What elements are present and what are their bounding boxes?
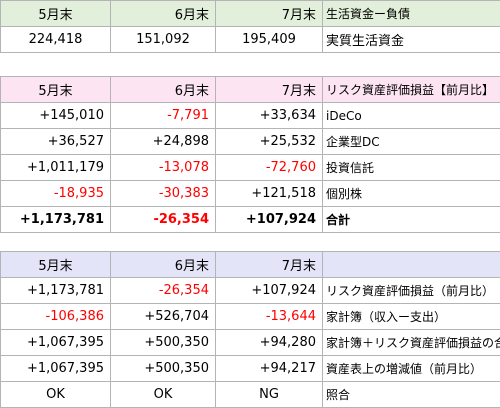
- row-label: 合計: [323, 207, 500, 233]
- value-cell: 224,418: [1, 27, 111, 53]
- header-cell: 6月末: [111, 1, 216, 27]
- header-cell: [323, 252, 500, 278]
- row-label: 企業型DC: [323, 129, 500, 155]
- value-cell: -13,078: [111, 155, 216, 181]
- value-cell: +1,067,395: [1, 356, 111, 382]
- value-cell: -7,791: [111, 103, 216, 129]
- value-cell: -18,935: [1, 181, 111, 207]
- value-cell: +145,010: [1, 103, 111, 129]
- value-cell: +1,173,781: [1, 278, 111, 304]
- value-cell: +1,067,395: [1, 330, 111, 356]
- row-label: 資産表上の増減値（前月比）: [323, 356, 500, 382]
- value-cell: +25,532: [216, 129, 323, 155]
- header-cell: 5月末: [1, 77, 111, 103]
- header-cell: 7月末: [216, 77, 323, 103]
- value-cell: +36,527: [1, 129, 111, 155]
- value-cell: -106,386: [1, 304, 111, 330]
- header-cell: 6月末: [111, 252, 216, 278]
- value-cell: +500,350: [111, 330, 216, 356]
- row-label: 照合: [323, 382, 500, 408]
- value-cell: +526,704: [111, 304, 216, 330]
- row-label: 家計簿（収入ー支出）: [323, 304, 500, 330]
- row-label: 投資信託: [323, 155, 500, 181]
- value-cell: +107,924: [216, 278, 323, 304]
- value-cell: -72,760: [216, 155, 323, 181]
- value-cell: -30,383: [111, 181, 216, 207]
- value-cell: 195,409: [216, 27, 323, 53]
- row-label: リスク資産評価損益（前月比）: [323, 278, 500, 304]
- value-cell: +24,898: [111, 129, 216, 155]
- value-cell: +1,173,781: [1, 207, 111, 233]
- value-cell: -26,354: [111, 278, 216, 304]
- value-cell: +94,217: [216, 356, 323, 382]
- header-cell: 5月末: [1, 1, 111, 27]
- header-cell: 7月末: [216, 1, 323, 27]
- header-cell: 5月末: [1, 252, 111, 278]
- value-cell: OK: [111, 382, 216, 408]
- value-cell: +1,011,179: [1, 155, 111, 181]
- row-label: 実質生活資金: [323, 27, 500, 53]
- value-cell: -13,644: [216, 304, 323, 330]
- value-cell: +121,518: [216, 181, 323, 207]
- header-cell: 生活資金ー負債: [323, 1, 500, 27]
- value-cell: -26,354: [111, 207, 216, 233]
- row-label: iDeCo: [323, 103, 500, 129]
- value-cell: +33,634: [216, 103, 323, 129]
- header-cell: 6月末: [111, 77, 216, 103]
- value-cell: +94,280: [216, 330, 323, 356]
- header-cell: リスク資産評価損益【前月比】: [323, 77, 500, 103]
- header-cell: 7月末: [216, 252, 323, 278]
- value-cell: 151,092: [111, 27, 216, 53]
- value-cell: NG: [216, 382, 323, 408]
- row-label: 個別株: [323, 181, 500, 207]
- value-cell: +107,924: [216, 207, 323, 233]
- value-cell: OK: [1, 382, 111, 408]
- value-cell: +500,350: [111, 356, 216, 382]
- row-label: 家計簿＋リスク資産評価損益の合計: [323, 330, 500, 356]
